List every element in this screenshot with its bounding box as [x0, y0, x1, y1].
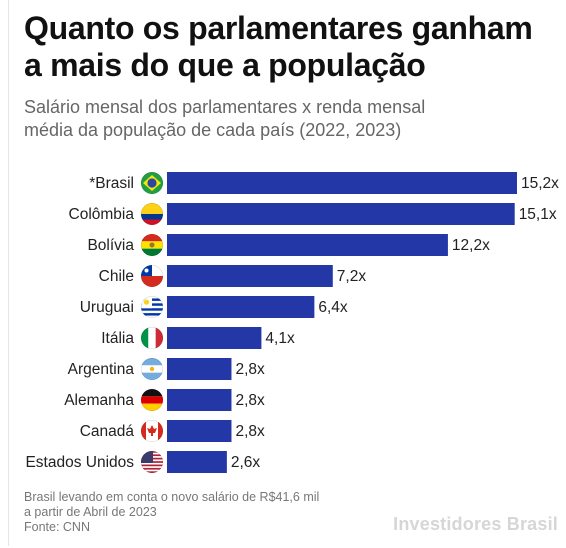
category-label: Argentina [68, 361, 135, 378]
footnote-line-2: a partir de Abril de 2023 [24, 505, 157, 519]
chart-title: Quanto os parlamentares ganham a mais do… [24, 10, 554, 84]
category-label: Colômbia [69, 206, 135, 223]
title-line-1: Quanto os parlamentares ganham [24, 10, 533, 46]
category-label: Estados Unidos [25, 454, 134, 471]
value-label: 2,8x [235, 423, 265, 440]
value-label: 6,4x [318, 299, 348, 316]
bar [167, 327, 262, 349]
value-label: 4,1x [265, 330, 295, 347]
germany-flag-icon [141, 388, 164, 411]
subtitle-line-1: Salário mensal dos parlamentares x renda… [24, 97, 426, 117]
brand-watermark: Investidores Brasil [393, 514, 558, 534]
value-label: 7,2x [337, 268, 367, 285]
category-label: Bolívia [87, 237, 134, 254]
value-label: 2,8x [235, 392, 265, 409]
value-label: 15,2x [521, 175, 559, 192]
argentina-flag-icon [141, 357, 164, 380]
value-label: 2,8x [235, 361, 265, 378]
bar [167, 265, 333, 287]
category-label: Canadá [80, 423, 135, 440]
bar [167, 172, 517, 194]
bar [167, 451, 227, 473]
subtitle-line-2: média da população de cada país (2022, 2… [24, 120, 402, 140]
bar [167, 389, 232, 411]
category-label: *Brasil [89, 175, 134, 192]
usa-flag-icon [141, 450, 164, 473]
uruguay-flag-icon [141, 295, 164, 318]
category-label: Chile [99, 268, 134, 285]
brazil-flag-icon [141, 172, 164, 195]
category-label: Uruguai [80, 299, 134, 316]
bolivia-flag-icon [141, 234, 164, 257]
footnote-line-1: Brasil levando em conta o novo salário d… [24, 490, 320, 504]
canada-flag-icon [141, 419, 164, 442]
bar [167, 296, 315, 318]
chile-flag-icon [141, 264, 164, 287]
source-note: Fonte: CNN [24, 520, 90, 534]
footnote: Brasil levando em conta o novo salário d… [24, 490, 404, 535]
bar [167, 420, 232, 442]
category-label: Alemanha [64, 392, 134, 409]
value-label: 12,2x [452, 237, 490, 254]
value-label: 2,6x [231, 454, 261, 471]
chart-subtitle: Salário mensal dos parlamentares x renda… [24, 96, 544, 142]
italy-flag-icon [141, 326, 164, 349]
bar [167, 358, 232, 380]
bar [167, 234, 448, 256]
colombia-flag-icon [141, 203, 164, 226]
category-label: Itália [101, 330, 134, 347]
title-line-2: a mais do que a população [24, 47, 426, 83]
value-label: 15,1x [519, 206, 557, 223]
bar [167, 203, 515, 225]
